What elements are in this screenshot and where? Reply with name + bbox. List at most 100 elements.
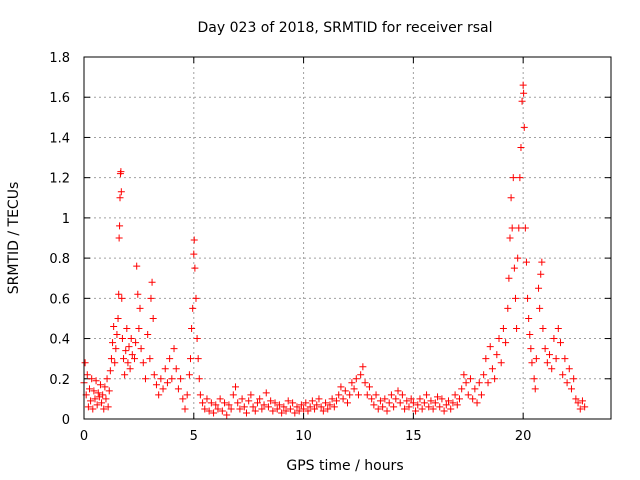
- data-point: [111, 359, 119, 367]
- data-point: [147, 294, 155, 302]
- data-point: [109, 339, 117, 347]
- data-point: [491, 375, 499, 383]
- data-point: [186, 355, 194, 363]
- data-point: [506, 234, 514, 242]
- data-point: [104, 403, 112, 411]
- data-point: [116, 194, 124, 202]
- data-point: [190, 236, 198, 244]
- data-point: [469, 395, 477, 403]
- data-point: [87, 397, 95, 405]
- data-point: [118, 335, 126, 343]
- y-tick-label: 1.6: [49, 91, 70, 106]
- data-point: [514, 254, 522, 262]
- data-point: [324, 405, 332, 413]
- data-point: [464, 391, 472, 399]
- data-point: [203, 395, 211, 403]
- data-point: [538, 258, 546, 266]
- tick-labels: 0 5 10 15 20 0 0.2 0.4 0.6 0.8 1 1.2 1.4 1.6 1.8: [49, 51, 531, 444]
- data-point: [565, 365, 573, 373]
- data-point: [574, 399, 582, 407]
- data-point: [376, 397, 384, 405]
- data-point: [572, 395, 580, 403]
- data-point: [282, 407, 290, 415]
- data-point: [271, 399, 279, 407]
- data-point: [576, 405, 584, 413]
- data-point: [322, 399, 330, 407]
- data-point: [308, 397, 316, 405]
- data-point: [149, 314, 157, 322]
- data-point: [556, 339, 564, 347]
- data-point: [341, 387, 349, 395]
- data-point: [460, 371, 468, 379]
- data-point: [236, 405, 244, 413]
- data-point: [84, 403, 92, 411]
- data-point: [280, 403, 288, 411]
- data-point: [122, 347, 130, 355]
- data-point: [116, 222, 124, 230]
- data-point: [507, 194, 515, 202]
- data-point: [93, 401, 101, 409]
- data-point: [247, 391, 255, 399]
- data-point: [179, 395, 187, 403]
- data-point: [515, 224, 523, 232]
- data-point: [365, 383, 373, 391]
- data-point: [530, 375, 538, 383]
- data-point: [451, 391, 459, 399]
- data-point: [190, 250, 198, 258]
- data-point: [509, 174, 517, 182]
- data-point: [195, 375, 203, 383]
- data-point: [105, 387, 113, 395]
- data-point: [527, 345, 535, 353]
- y-tick-label: 1.8: [49, 51, 70, 66]
- data-point: [350, 385, 358, 393]
- data-point: [90, 387, 98, 395]
- data-point: [188, 325, 196, 332]
- x-tick-label: 15: [405, 429, 422, 444]
- data-point: [532, 355, 540, 363]
- y-tick-label: 0.8: [49, 252, 70, 267]
- data-point: [146, 355, 154, 363]
- data-point: [488, 365, 496, 373]
- data-point: [92, 377, 100, 385]
- data-points: [80, 81, 589, 419]
- data-point: [256, 395, 264, 403]
- y-tick-label: 0.4: [49, 333, 70, 348]
- data-point: [225, 401, 233, 409]
- x-tick-label: 20: [515, 429, 532, 444]
- data-point: [120, 355, 128, 363]
- chart-title: Day 023 of 2018, SRMTID for receiver rsa…: [198, 20, 493, 36]
- data-point: [136, 304, 144, 312]
- data-point: [525, 314, 533, 322]
- data-point: [550, 335, 558, 343]
- data-point: [193, 335, 201, 343]
- data-point: [535, 284, 543, 292]
- data-point: [407, 395, 415, 403]
- data-point: [520, 89, 528, 97]
- data-point: [396, 399, 404, 407]
- data-point: [493, 351, 501, 359]
- data-point: [552, 355, 560, 363]
- data-point: [117, 168, 125, 176]
- data-point: [495, 335, 503, 343]
- data-point: [137, 345, 145, 353]
- data-point: [89, 405, 97, 413]
- data-point: [177, 375, 185, 383]
- data-point: [502, 339, 510, 347]
- data-point: [348, 379, 356, 387]
- data-point: [161, 365, 169, 373]
- data-point: [289, 399, 297, 407]
- data-point: [517, 144, 525, 151]
- data-point: [99, 391, 107, 399]
- data-point: [251, 407, 259, 415]
- data-point: [212, 401, 220, 409]
- data-point: [394, 387, 402, 395]
- data-point: [326, 401, 334, 409]
- data-point: [505, 274, 513, 282]
- data-point: [543, 359, 551, 367]
- data-point: [392, 395, 400, 403]
- data-point: [458, 385, 466, 393]
- data-point: [416, 395, 424, 403]
- data-point: [335, 391, 343, 399]
- data-point: [423, 391, 431, 399]
- data-point: [368, 395, 376, 403]
